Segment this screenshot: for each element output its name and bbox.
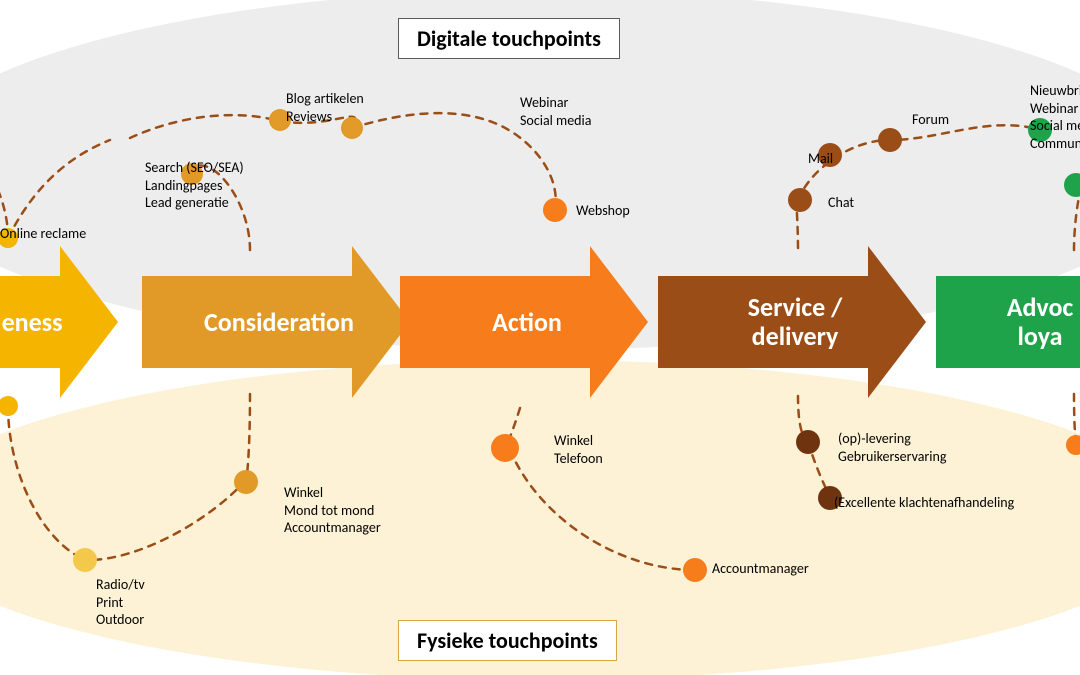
touchpoint-dot-2 — [73, 548, 97, 572]
touchpoint-label-13: (op)-leveringGebruikerservaring — [838, 430, 946, 465]
digital-region-title: Digitale touchpoints — [398, 18, 620, 59]
touchpoint-dot-6 — [234, 470, 258, 494]
touchpoint-dot-8 — [491, 434, 519, 462]
stage-arrow-label-action: Action — [426, 308, 622, 337]
touchpoint-label-6: Mail — [808, 150, 833, 168]
touchpoint-label-4: Webshop — [576, 202, 630, 220]
touchpoint-label-11: WinkelTelefoon — [554, 432, 603, 467]
touchpoint-label-3: WebinarSocial media — [520, 94, 591, 129]
touchpoint-dot-17 — [1066, 435, 1080, 455]
touchpoint-label-9: Radio/tvPrintOutdoor — [96, 576, 145, 629]
touchpoint-label-5: Chat — [828, 194, 854, 212]
touchpoint-dot-7 — [543, 198, 567, 222]
touchpoint-label-8: NieuwbrieWebinarSocial meCommuni — [1030, 82, 1080, 152]
touchpoint-label-0: Online reclame — [0, 225, 86, 243]
stage-arrow-label-advocacy: Advocloya — [962, 293, 1080, 350]
touchpoint-label-2: Blog artikelenReviews — [286, 90, 364, 125]
touchpoint-dot-10 — [788, 188, 812, 212]
touchpoint-dot-13 — [796, 430, 820, 454]
touchpoint-label-14: (Excellente klachtenafhandeling — [834, 494, 1014, 512]
stage-arrow-service: Service /delivery — [658, 246, 926, 398]
touchpoint-label-10: WinkelMond tot mondAccountmanager — [284, 484, 381, 537]
stage-arrow-label-service: Service /delivery — [684, 293, 900, 350]
physical-region-title: Fysieke touchpoints — [398, 620, 617, 661]
touchpoint-label-1: Search (SEO/SEA)LandingpagesLead generat… — [145, 159, 244, 212]
diagram-stage: eness Consideration Action Service /deliver… — [0, 0, 1080, 675]
stage-arrow-awareness: eness — [0, 246, 118, 398]
touchpoint-dot-12 — [878, 128, 902, 152]
touchpoint-label-12: Accountmanager — [712, 560, 809, 578]
stage-arrow-action: Action — [400, 246, 648, 398]
touchpoint-label-7: Forum — [912, 111, 949, 129]
stage-arrow-label-awareness: eness — [0, 308, 92, 337]
stage-arrow-advocacy: Advocloya — [936, 246, 1080, 398]
stage-arrow-label-consideration: Consideration — [168, 308, 384, 337]
touchpoint-dot-9 — [683, 558, 707, 582]
stage-arrow-consideration: Consideration — [142, 246, 410, 398]
